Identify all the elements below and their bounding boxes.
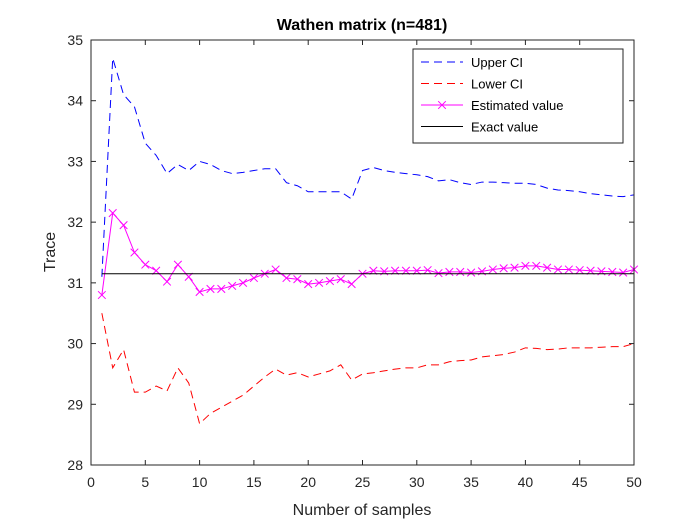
- series-line-estimated-value: [101, 211, 635, 296]
- y-tick-label: 32: [67, 214, 83, 230]
- series-layer: [97, 58, 639, 425]
- data-point: [434, 268, 443, 278]
- data-point: [510, 263, 519, 272]
- data-point: [456, 267, 465, 277]
- data-point: [282, 273, 291, 283]
- data-point: [271, 265, 280, 274]
- legend-label: Lower CI: [471, 77, 523, 92]
- data-point: [618, 268, 628, 277]
- y-tick-label: 35: [67, 32, 83, 48]
- data-point: [445, 267, 454, 277]
- x-tick-label: 40: [518, 474, 534, 490]
- data-point: [141, 260, 150, 269]
- data-point: [238, 278, 248, 288]
- x-axis-label: Number of samples: [293, 502, 432, 519]
- legend-item: Upper CI: [421, 55, 523, 70]
- data-point: [195, 287, 204, 297]
- data-point: [325, 276, 335, 286]
- data-point: [130, 248, 139, 257]
- y-tick-label: 28: [67, 457, 83, 473]
- data-point: [119, 221, 128, 230]
- x-tick-label: 35: [463, 474, 479, 490]
- data-point: [293, 275, 302, 284]
- x-tick-label: 0: [87, 474, 95, 490]
- data-point: [564, 265, 573, 274]
- data-point: [466, 268, 476, 277]
- data-point: [217, 284, 226, 294]
- y-tick-label: 30: [67, 336, 83, 352]
- y-tick-label: 31: [67, 275, 83, 291]
- data-point: [304, 279, 313, 289]
- ticks-layer: 0 5 10 15 20 25 30 35 40 45 50 28 29 30 31 32 33 34 35: [67, 32, 642, 490]
- x-tick-label: 5: [141, 474, 149, 490]
- data-point: [173, 260, 183, 269]
- legend: Upper CI Lower CI Estimated value Exact val…: [412, 48, 624, 144]
- x-tick-label: 50: [626, 474, 642, 490]
- legend-item: Lower CI: [421, 77, 523, 92]
- data-point: [162, 277, 172, 286]
- data-point: [390, 266, 400, 275]
- data-point: [228, 281, 237, 291]
- data-point: [412, 266, 421, 275]
- legend-item: Exact value: [421, 120, 538, 135]
- data-point: [249, 273, 259, 283]
- x-tick-label: 15: [246, 474, 262, 490]
- data-point: [401, 266, 411, 275]
- data-point: [488, 265, 497, 274]
- x-tick-label: 45: [572, 474, 588, 490]
- data-point: [532, 261, 541, 271]
- data-point: [553, 265, 563, 274]
- data-point: [108, 208, 117, 218]
- data-point: [423, 265, 432, 275]
- x-tick-label: 10: [192, 474, 208, 490]
- data-point: [97, 290, 107, 300]
- data-point: [608, 267, 617, 277]
- y-tick-label: 29: [67, 396, 83, 412]
- data-point: [586, 266, 595, 275]
- x-tick-label: 30: [409, 474, 425, 490]
- data-point: [542, 263, 552, 272]
- data-point: [336, 275, 345, 284]
- data-point: [347, 279, 356, 289]
- x-tick-label: 20: [300, 474, 316, 490]
- data-point: [575, 265, 584, 275]
- legend-label: Exact value: [471, 120, 538, 135]
- series-line-upper-ci: [101, 58, 635, 277]
- legend-label: Estimated value: [471, 98, 564, 113]
- series-line-lower-ci: [101, 313, 635, 425]
- legend-item: Estimated value: [421, 98, 564, 113]
- x-tick-label: 25: [355, 474, 371, 490]
- data-point: [499, 264, 508, 273]
- data-point: [206, 284, 215, 294]
- data-point: [314, 278, 324, 288]
- y-tick-label: 33: [67, 153, 83, 169]
- y-axis-label: Trace: [42, 232, 59, 272]
- data-point: [152, 266, 161, 275]
- y-tick-label: 34: [67, 93, 83, 109]
- chart-title: Wathen matrix (n=481): [277, 17, 448, 34]
- data-point: [521, 261, 530, 271]
- legend-label: Upper CI: [471, 55, 523, 70]
- data-point: [369, 266, 378, 275]
- legend-box: [412, 48, 624, 144]
- data-point: [184, 272, 193, 281]
